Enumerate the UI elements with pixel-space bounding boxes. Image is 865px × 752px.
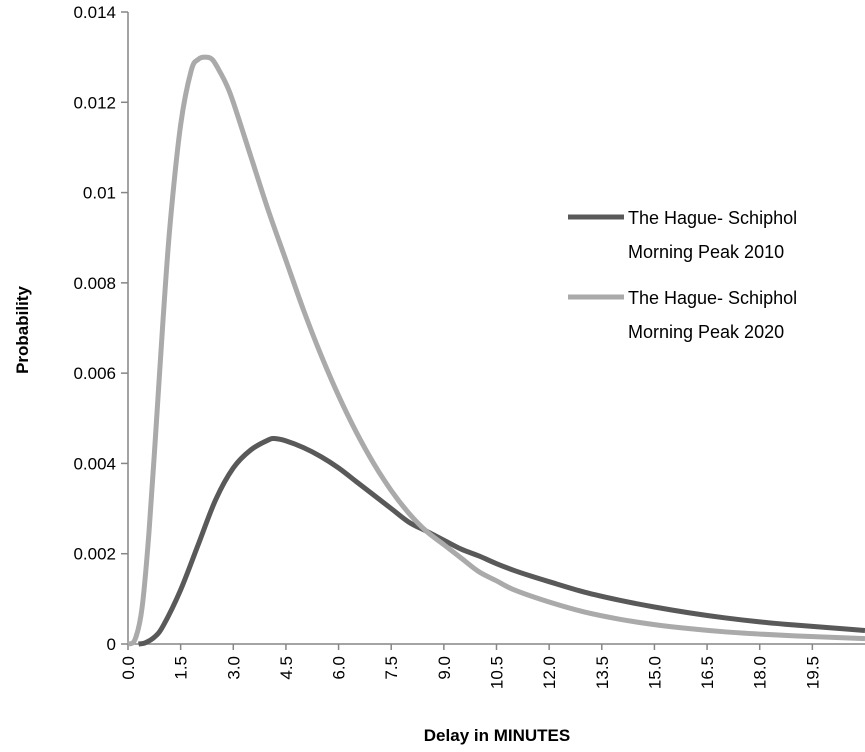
- y-axis-ticks: 0 0.002 0.004 0.006 0.008 0.01 0.012 0.014: [73, 3, 128, 654]
- y-tick-label: 0.004: [73, 454, 116, 473]
- y-tick-label: 0.002: [73, 545, 116, 564]
- x-tick-label: 18.0: [751, 656, 770, 689]
- x-tick-label: 1.5: [172, 656, 191, 680]
- x-tick-label: 15.0: [645, 656, 664, 689]
- y-tick-label: 0.012: [73, 93, 116, 112]
- series-line-2020: [126, 54, 865, 647]
- x-axis-ticks: 0.0 1.5 3.0 4.5 6.0 7.5 9.0 10.5 12.0 13.5 15.0 16.…: [119, 644, 822, 689]
- x-tick-label: 12.0: [540, 656, 559, 689]
- y-axis-label: Probability: [13, 286, 32, 374]
- y-tick-label: 0.01: [83, 184, 116, 203]
- legend-label-2020-line1: The Hague- Schiphol: [628, 288, 797, 308]
- y-tick-label: 0.008: [73, 274, 116, 293]
- x-tick-label: 13.5: [593, 656, 612, 689]
- y-tick-label: 0.006: [73, 364, 116, 383]
- legend: The Hague- Schiphol Morning Peak 2010 Th…: [568, 208, 797, 342]
- x-tick-label: 19.5: [803, 656, 822, 689]
- x-tick-label: 4.5: [277, 656, 296, 680]
- x-tick-label: 16.5: [698, 656, 717, 689]
- x-axis-label: Delay in MINUTES: [424, 726, 570, 745]
- x-tick-label: 10.5: [488, 656, 507, 689]
- x-tick-label: 9.0: [435, 656, 454, 680]
- x-tick-label: 3.0: [224, 656, 243, 680]
- x-tick-label: 6.0: [330, 656, 349, 680]
- x-tick-label: 0.0: [119, 656, 138, 680]
- legend-label-2020-line2: Morning Peak 2020: [628, 322, 784, 342]
- legend-label-2010-line1: The Hague- Schiphol: [628, 208, 797, 228]
- legend-label-2010-line2: Morning Peak 2010: [628, 242, 784, 262]
- series-line-2010: [138, 435, 865, 647]
- x-tick-label: 7.5: [382, 656, 401, 680]
- y-tick-label: 0: [107, 635, 116, 654]
- y-tick-label: 0.014: [73, 3, 116, 22]
- series-layer: [126, 54, 865, 647]
